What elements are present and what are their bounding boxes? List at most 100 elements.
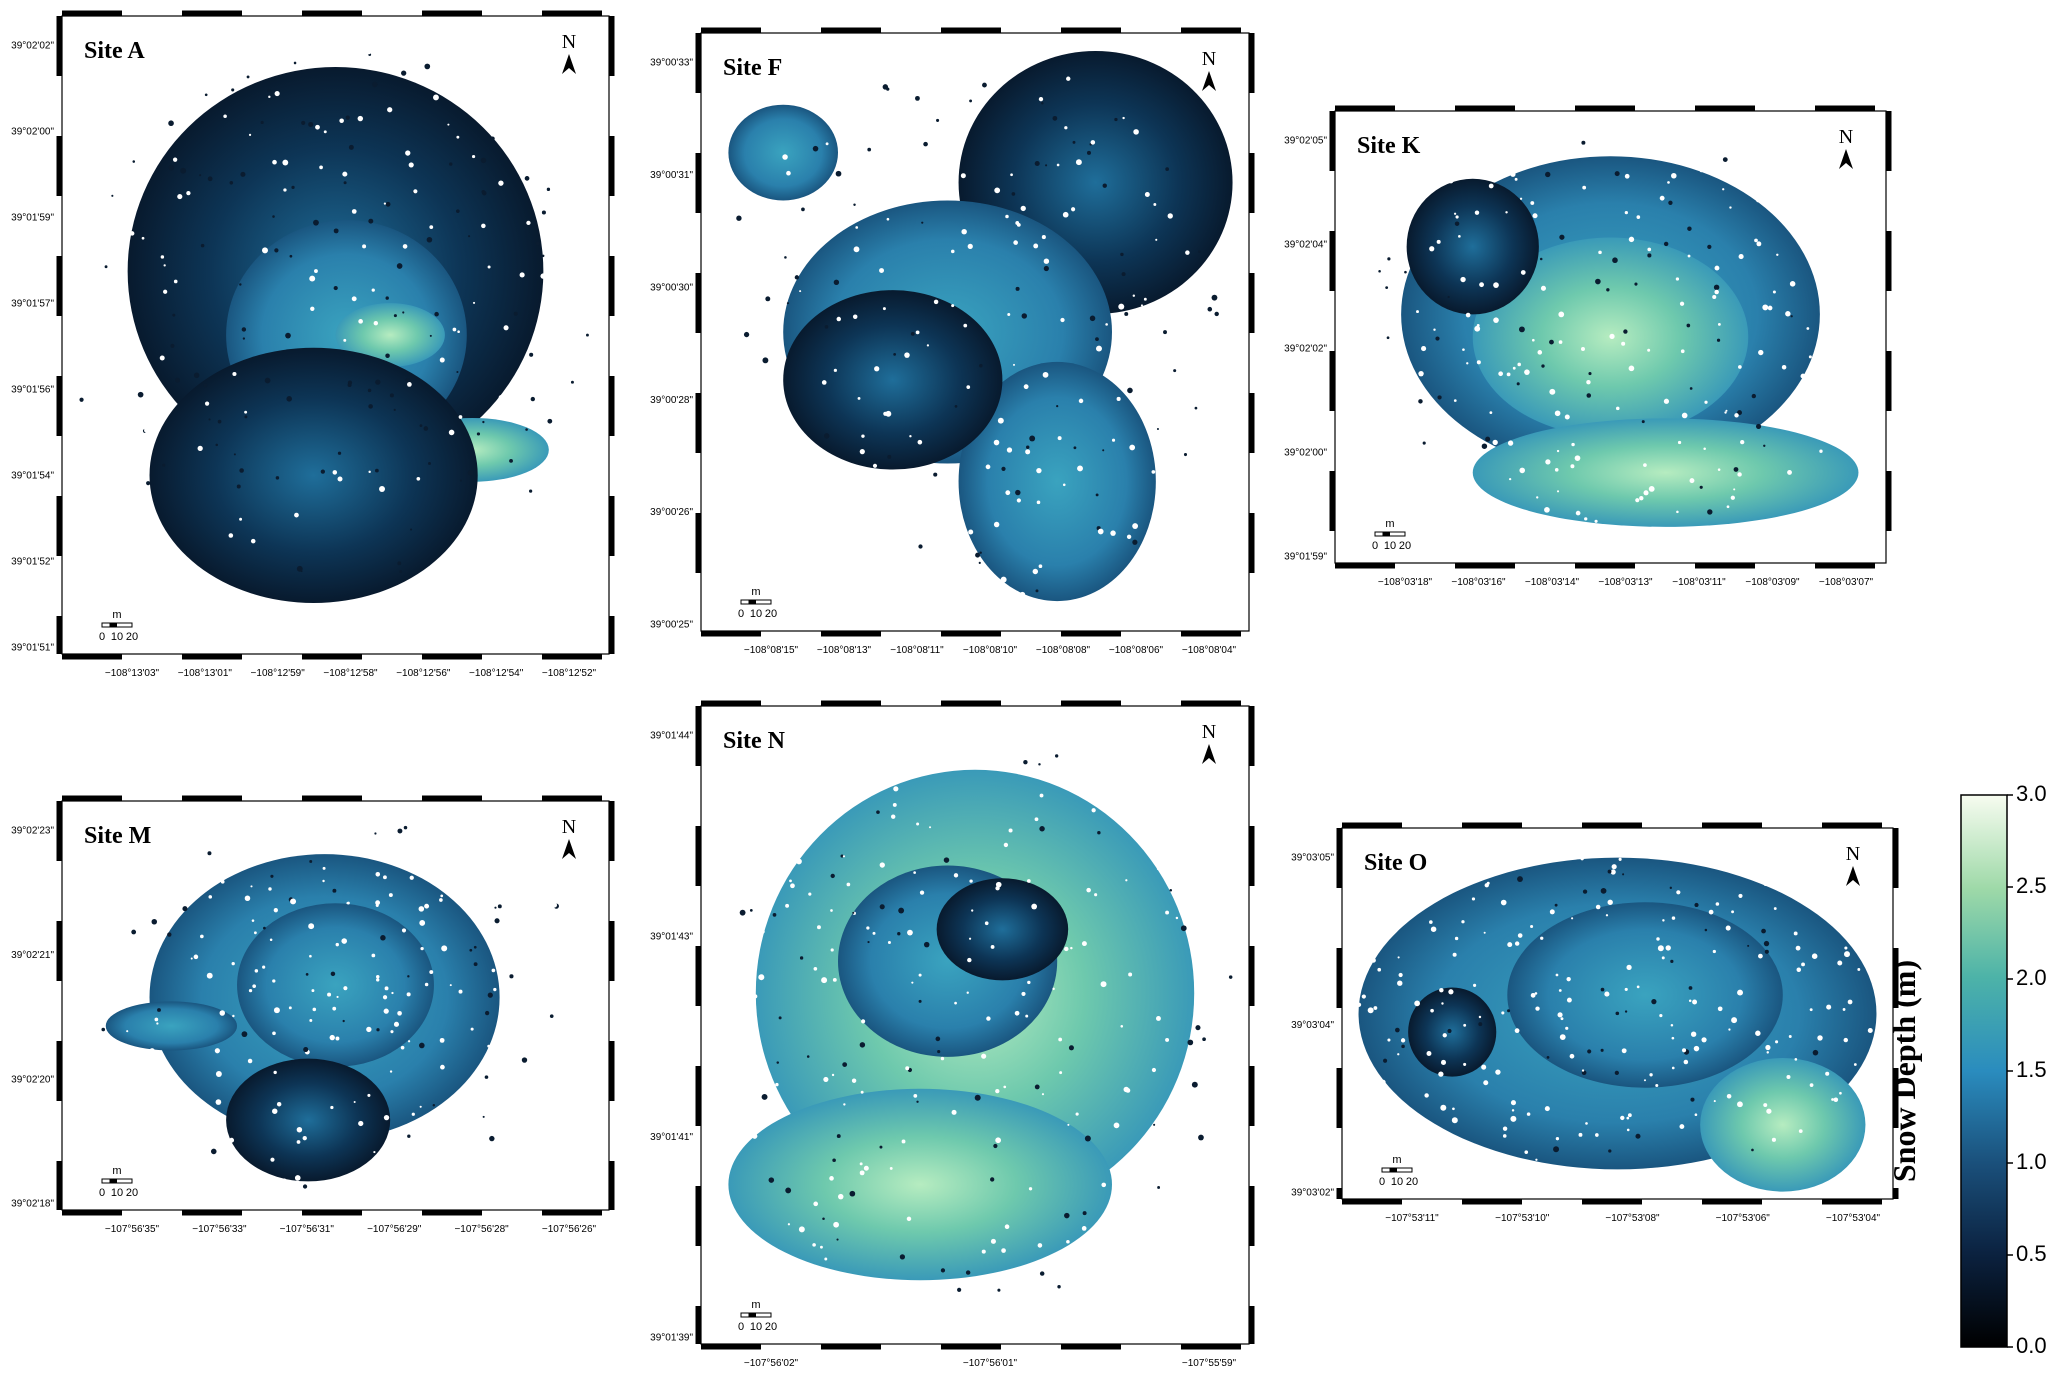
speckle — [410, 380, 413, 383]
speckle — [351, 296, 357, 302]
speckle — [376, 974, 380, 979]
speckle — [1413, 390, 1420, 397]
speckle — [1628, 365, 1635, 372]
speckle — [407, 382, 412, 387]
speckle — [489, 484, 492, 487]
speckle — [1126, 534, 1132, 539]
speckle — [491, 968, 496, 973]
speckle — [250, 538, 256, 544]
speckle — [1819, 449, 1823, 453]
speckle — [798, 1226, 805, 1233]
speckle — [1794, 1058, 1798, 1061]
speckle — [1078, 398, 1084, 404]
speckle — [202, 1109, 205, 1112]
speckle — [1699, 485, 1703, 489]
speckle — [1517, 362, 1521, 367]
speckle — [1527, 1160, 1534, 1167]
speckle — [913, 871, 916, 874]
speckle — [329, 1034, 335, 1041]
speckle — [587, 985, 590, 988]
scale-tick-label: 20 — [126, 631, 138, 643]
speckle — [494, 906, 497, 909]
speckle — [1731, 1017, 1738, 1024]
speckle — [509, 458, 513, 463]
speckle — [1435, 336, 1440, 341]
speckle — [343, 986, 348, 991]
speckle — [1835, 241, 1840, 246]
speckle — [498, 1080, 504, 1086]
map-panel: Site N N 39°01'44" 39°01'43" 39°01'41" 39°01'… — [650, 700, 1255, 1369]
longitude-label: −108°03'09" — [1745, 577, 1800, 588]
speckle — [1191, 1169, 1198, 1176]
speckle — [485, 1010, 490, 1016]
speckle — [1595, 278, 1601, 285]
speckle — [1751, 1148, 1754, 1152]
speckle — [172, 313, 176, 317]
speckle — [203, 383, 208, 388]
speckle — [148, 1083, 154, 1090]
speckle — [1670, 1024, 1674, 1027]
speckle — [918, 973, 922, 977]
speckle — [1512, 366, 1516, 370]
speckle — [1641, 420, 1645, 424]
speckle — [943, 857, 950, 863]
speckle — [182, 906, 188, 912]
speckle — [1097, 528, 1104, 535]
speckle — [402, 244, 408, 249]
speckle — [1554, 410, 1561, 417]
speckle — [1541, 364, 1545, 368]
speckle — [924, 763, 929, 769]
speckle — [1738, 254, 1744, 260]
speckle — [810, 461, 815, 465]
speckle — [1205, 1031, 1209, 1036]
speckle — [208, 895, 213, 899]
speckle — [244, 415, 248, 419]
speckle — [833, 1221, 839, 1228]
speckle — [1448, 989, 1454, 995]
speckle — [429, 334, 432, 337]
latitude-label: 39°02'05" — [1284, 136, 1327, 147]
speckle — [170, 343, 175, 348]
map-frame — [61, 800, 610, 1211]
speckle — [1424, 1093, 1429, 1098]
speckle — [1397, 956, 1400, 959]
speckle — [1463, 1062, 1467, 1066]
speckle — [1608, 1149, 1612, 1153]
speckle — [378, 836, 384, 842]
speckle — [371, 836, 376, 841]
speckle — [1000, 1300, 1004, 1304]
speckle — [1740, 439, 1745, 445]
north-arrow-label: N — [1846, 843, 1860, 865]
map-frame — [1341, 827, 1894, 1200]
speckle — [1584, 517, 1588, 521]
scale-tick-label: 0 — [738, 608, 744, 620]
speckle — [1526, 1112, 1531, 1116]
latitude-label: 39°01'54" — [11, 471, 54, 482]
speckle — [779, 1103, 784, 1108]
speckle — [1554, 468, 1559, 472]
speckle — [498, 395, 504, 400]
speckle — [1350, 376, 1354, 380]
speckle — [229, 181, 234, 185]
speckle — [1669, 886, 1672, 890]
speckle — [1607, 869, 1612, 874]
speckle — [1511, 1109, 1515, 1112]
speckle — [1488, 183, 1494, 189]
speckle — [406, 992, 411, 997]
speckle — [546, 187, 551, 192]
speckle — [241, 1031, 248, 1038]
speckle — [503, 325, 509, 331]
speckle — [526, 220, 531, 226]
speckle — [957, 1287, 962, 1292]
speckle — [1187, 397, 1194, 404]
speckle — [1801, 962, 1805, 967]
speckle — [1788, 1035, 1792, 1038]
speckle — [375, 900, 381, 906]
speckle — [916, 502, 920, 506]
speckle — [739, 909, 746, 916]
speckle — [366, 49, 371, 55]
latitude-label: 39°01'52" — [11, 557, 54, 568]
scale-tick-label: 20 — [126, 1187, 138, 1199]
speckle — [833, 279, 840, 286]
speckle — [1712, 294, 1717, 300]
